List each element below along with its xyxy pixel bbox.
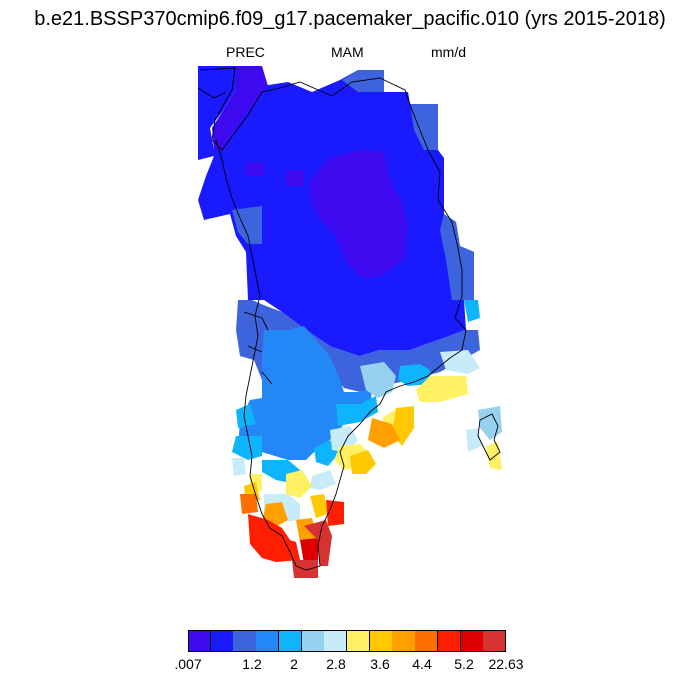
colorbar-swatch xyxy=(347,630,371,652)
region-yellow xyxy=(416,376,468,402)
colorbar-swatch xyxy=(188,630,212,652)
colorbar-swatch xyxy=(278,630,303,652)
region-rim xyxy=(342,70,384,92)
region-orange xyxy=(368,418,400,448)
region-cyan xyxy=(232,436,262,460)
colorbar-swatch xyxy=(301,630,325,652)
colorbar-swatch xyxy=(369,630,393,652)
coastline-island xyxy=(477,413,501,461)
region-yellow xyxy=(286,470,312,498)
region-cyan xyxy=(336,396,378,426)
colorbar-tick-label: 2.8 xyxy=(326,656,346,672)
variable-label: PREC xyxy=(226,44,265,60)
region-red xyxy=(326,500,344,526)
colorbar-tick-label: 2 xyxy=(290,656,298,672)
colorbar-tick-label: 3.6 xyxy=(370,656,390,672)
season-label: MAM xyxy=(331,44,364,60)
region-red xyxy=(292,560,318,578)
region-rim xyxy=(410,104,438,150)
colorbar-tick-label: 22.63 xyxy=(488,656,524,672)
colorbar-swatch xyxy=(460,630,484,652)
colorbar-tick-label: 4.4 xyxy=(412,656,432,672)
region-red xyxy=(304,520,332,566)
colorbar-swatch xyxy=(233,630,257,652)
colorbar-swatch xyxy=(392,630,416,652)
units-label: mm/d xyxy=(431,44,466,60)
colorbar-tick-label: .007 xyxy=(174,656,202,672)
region-gap xyxy=(212,66,268,150)
region-min-precip xyxy=(286,170,304,186)
precipitation-map xyxy=(197,66,502,578)
region-rim xyxy=(232,206,262,244)
plot-title: b.e21.BSSP370cmip6.f09_g17.pacemaker_pac… xyxy=(34,8,666,30)
region-pale xyxy=(310,470,336,490)
region-min-precip xyxy=(310,150,408,278)
region-pale xyxy=(478,406,502,440)
region-pale xyxy=(360,362,396,398)
map-cells xyxy=(198,66,502,578)
colorbar-swatch xyxy=(324,630,348,652)
colorbar-swatch xyxy=(256,630,280,652)
colorbar-tick-label: 5.2 xyxy=(454,656,474,672)
colorbar-swatch xyxy=(437,630,462,652)
region-red xyxy=(248,514,300,562)
region-orange xyxy=(310,494,328,518)
region-pale xyxy=(232,458,246,476)
region-cyan xyxy=(464,300,480,322)
region-orange xyxy=(350,450,376,474)
colorbar-tick-label: 1.2 xyxy=(242,656,262,672)
coastline xyxy=(199,67,467,571)
region-min-precip xyxy=(246,162,264,176)
region-orange xyxy=(240,494,258,514)
region-cyan xyxy=(398,364,430,386)
coastline-inlet xyxy=(197,87,273,385)
region-red xyxy=(300,538,318,564)
colorbar-swatch xyxy=(210,630,234,652)
region-pale xyxy=(440,350,480,374)
colorbar-swatch xyxy=(483,630,507,652)
region-cyan xyxy=(236,404,256,428)
region-rim xyxy=(440,214,474,300)
colorbar-swatch xyxy=(415,630,439,652)
region-mid xyxy=(290,350,334,416)
